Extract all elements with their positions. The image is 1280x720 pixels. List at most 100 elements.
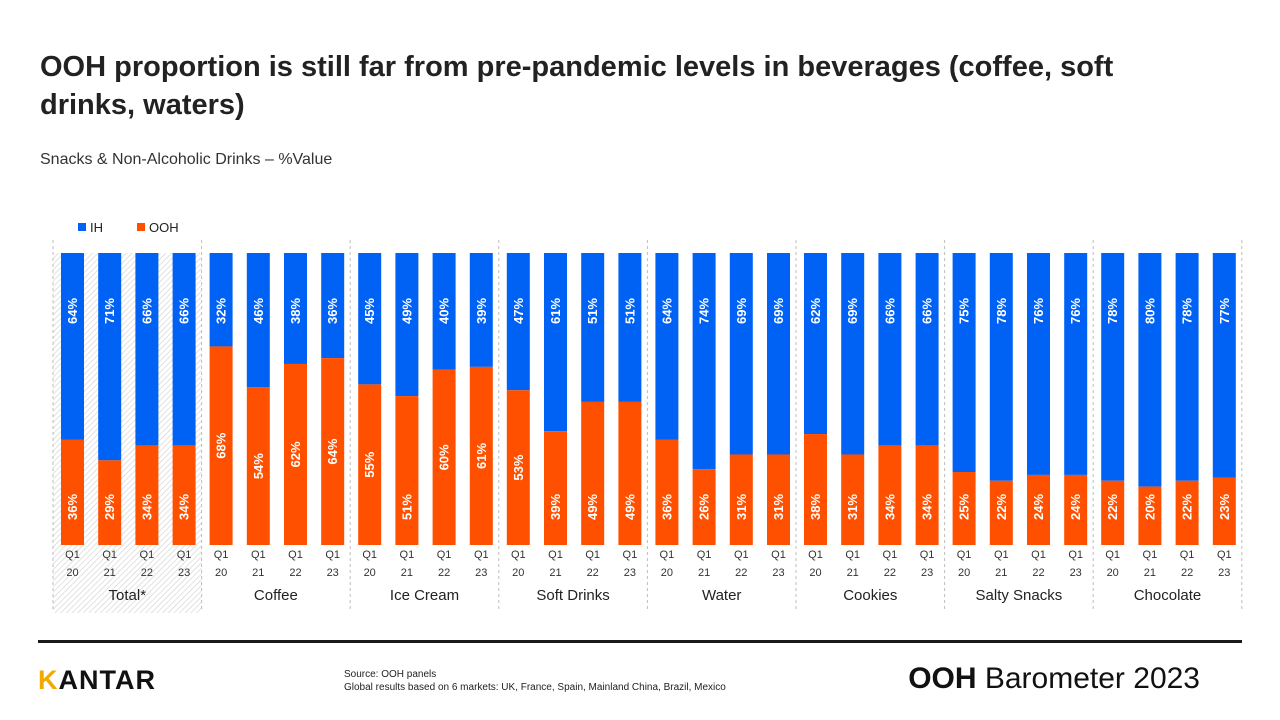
- bar-ih: [804, 253, 827, 435]
- tick-label-year: 20: [1107, 567, 1119, 579]
- tick-label-year: 20: [512, 567, 524, 579]
- bar-ih: [692, 253, 716, 470]
- tick-label-quarter: Q1: [362, 549, 377, 561]
- legend: IH OOH: [78, 220, 179, 235]
- bar-ooh: [284, 363, 307, 545]
- category-label: Coffee: [254, 587, 298, 604]
- data-label-ih: 66%: [177, 298, 192, 324]
- bar-ih: [1027, 253, 1050, 475]
- bar-ih: [581, 253, 605, 402]
- data-label-ih: 49%: [399, 298, 414, 324]
- bar-ooh: [804, 434, 827, 545]
- tick-label-year: 23: [921, 567, 933, 579]
- data-label-ooh: 31%: [734, 494, 749, 520]
- bar-ih: [1138, 253, 1162, 487]
- report-title-rest: Barometer 2023: [976, 662, 1200, 695]
- tick-label-year: 21: [995, 567, 1007, 579]
- tick-label-quarter: Q1: [994, 549, 1009, 561]
- data-label-ih: 76%: [1068, 298, 1083, 324]
- bar-ih: [61, 253, 84, 440]
- axis-labels: Q1 20 Q1 21 Q1 22 Q1 23 Total* Q1 20 Q1 21 Q1 22 Q1 23 Co…: [65, 549, 1231, 604]
- tick-label-year: 21: [252, 567, 264, 579]
- kantar-logo: KANTAR: [38, 665, 156, 696]
- page-title: OOH proportion is still far from pre-pan…: [40, 51, 1114, 121]
- tick-label-year: 22: [1032, 567, 1044, 579]
- bar-ooh: [952, 472, 976, 545]
- tick-label-year: 22: [438, 567, 450, 579]
- tick-label-year: 21: [104, 567, 116, 579]
- data-label-ooh: 55%: [362, 451, 377, 477]
- bar-ih: [767, 253, 790, 455]
- bar-ih: [321, 253, 345, 359]
- bar-ooh: [618, 401, 642, 545]
- data-label-ih: 61%: [548, 298, 563, 324]
- tick-label-quarter: Q1: [288, 549, 303, 561]
- tick-label-year: 23: [624, 567, 636, 579]
- data-label-ih: 38%: [288, 298, 303, 324]
- data-label-ih: 64%: [65, 298, 80, 324]
- group-separators: [52, 240, 1243, 612]
- data-label-ooh: 31%: [845, 494, 860, 520]
- tick-label-quarter: Q1: [177, 549, 192, 561]
- bar-ooh: [1101, 480, 1125, 545]
- bar-ih: [1212, 253, 1236, 478]
- source-note: Source: OOH panels Global results based …: [344, 668, 726, 694]
- kantar-logo-text: ANTAR: [58, 665, 156, 695]
- tick-label-quarter: Q1: [623, 549, 638, 561]
- bar-ih: [1064, 253, 1088, 475]
- data-label-ih: 40%: [437, 298, 452, 324]
- bar-ooh: [358, 384, 382, 545]
- bar-ih: [469, 253, 493, 367]
- bar-ooh: [1212, 477, 1236, 545]
- stacked-bar-chart: IH OOH 64% 36% 71% 29% 66% 34% 66% 34% 32% 68% 46% 5…: [52, 220, 1243, 613]
- tick-label-year: 20: [66, 567, 78, 579]
- data-label-ih: 62%: [808, 298, 823, 324]
- bar-ih: [358, 253, 382, 385]
- tick-label-year: 20: [809, 567, 821, 579]
- tick-label-quarter: Q1: [102, 549, 117, 561]
- tick-label-year: 21: [401, 567, 413, 579]
- tick-label-year: 20: [661, 567, 673, 579]
- tick-label-quarter: Q1: [920, 549, 935, 561]
- data-label-ooh: 53%: [511, 454, 526, 480]
- data-label-ooh: 25%: [957, 494, 972, 520]
- category-label: Chocolate: [1134, 587, 1202, 604]
- bar-ooh: [61, 439, 84, 545]
- bar-ooh: [1138, 486, 1162, 545]
- bar-ooh: [841, 454, 865, 545]
- data-label-ooh: 34%: [177, 494, 192, 520]
- data-label-ooh: 64%: [325, 438, 340, 464]
- tick-label-year: 23: [178, 567, 190, 579]
- tick-label-quarter: Q1: [325, 549, 340, 561]
- data-label-ih: 75%: [957, 298, 972, 324]
- bar-ooh: [989, 480, 1013, 545]
- tick-label-year: 23: [1070, 567, 1082, 579]
- data-label-ooh: 24%: [1068, 494, 1083, 520]
- source-line: Source: OOH panels: [344, 669, 437, 680]
- data-label-ih: 78%: [994, 298, 1009, 324]
- data-label-ih: 80%: [1142, 298, 1157, 324]
- tick-label-quarter: Q1: [214, 549, 229, 561]
- tick-label-year: 22: [587, 567, 599, 579]
- bar-ooh: [1175, 480, 1199, 545]
- tick-label-year: 20: [364, 567, 376, 579]
- bar-ooh: [469, 366, 493, 545]
- legend-swatch-ih: [78, 223, 86, 231]
- data-label-ooh: 22%: [1180, 494, 1195, 520]
- data-label-ooh: 34%: [920, 494, 935, 520]
- category-label: Total*: [109, 587, 147, 604]
- bar-ooh: [209, 346, 233, 545]
- bar-ooh: [98, 460, 122, 545]
- bars: 64% 36% 71% 29% 66% 34% 66% 34% 32% 68% 46% 54% 38% 6…: [61, 253, 1236, 545]
- bar-ih: [209, 253, 233, 347]
- tick-label-year: 21: [1144, 567, 1156, 579]
- bar-ooh: [878, 445, 902, 545]
- data-label-ooh: 24%: [1031, 494, 1046, 520]
- bar-ooh: [767, 454, 790, 545]
- data-label-ooh: 36%: [65, 494, 80, 520]
- tick-label-quarter: Q1: [1217, 549, 1232, 561]
- bar-ih: [395, 253, 419, 397]
- tick-label-quarter: Q1: [957, 549, 972, 561]
- bar-ooh: [915, 445, 939, 545]
- data-label-ooh: 22%: [1105, 494, 1120, 520]
